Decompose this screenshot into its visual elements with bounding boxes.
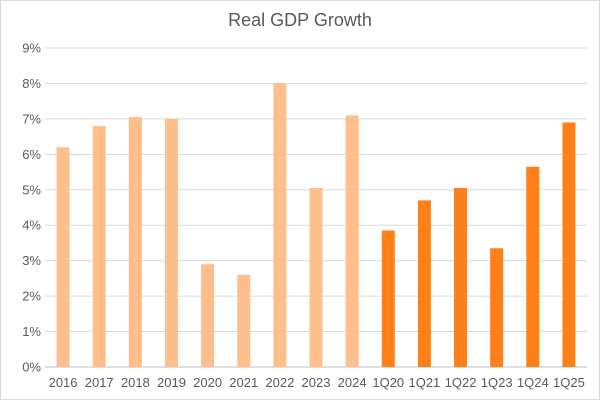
y-tick-label: 9%	[22, 41, 41, 56]
y-tick-label: 0%	[22, 360, 41, 375]
x-tick-label: 2021	[229, 375, 258, 390]
x-tick-label: 2024	[338, 375, 367, 390]
bar-2022	[273, 83, 287, 367]
bar-1q23	[490, 248, 504, 367]
bar-2020	[201, 264, 215, 367]
x-tick-label: 2022	[265, 375, 294, 390]
bar-2024	[345, 115, 359, 367]
x-tick-label: 1Q25	[553, 375, 585, 390]
y-tick-label: 5%	[22, 182, 41, 197]
bar-2018	[128, 117, 142, 367]
y-tick-label: 7%	[22, 111, 41, 126]
x-tick-label: 1Q21	[408, 375, 440, 390]
y-tick-label: 2%	[22, 289, 41, 304]
chart-title: Real GDP Growth	[228, 10, 372, 30]
y-axis-ticks: 0% 1% 2% 3% 4% 5% 6% 7% 8% 9%	[22, 41, 41, 375]
bar-1q24	[526, 166, 540, 367]
y-tick-label: 3%	[22, 253, 41, 268]
x-tick-label: 2016	[49, 375, 78, 390]
bar-2021	[237, 274, 251, 367]
x-tick-label: 2019	[157, 375, 186, 390]
bar-2017	[92, 125, 106, 367]
y-tick-label: 1%	[22, 324, 41, 339]
bar-1q25	[562, 122, 576, 367]
bars	[56, 83, 576, 367]
x-tick-label: 1Q20	[372, 375, 404, 390]
x-tick-label: 2020	[193, 375, 222, 390]
x-tick-label: 2023	[302, 375, 331, 390]
x-tick-label: 1Q22	[445, 375, 477, 390]
x-tick-label: 1Q23	[481, 375, 513, 390]
bar-1q22	[454, 188, 468, 367]
bar-2023	[309, 188, 323, 367]
x-tick-label: 1Q24	[517, 375, 549, 390]
y-tick-label: 8%	[22, 76, 41, 91]
y-tick-label: 4%	[22, 218, 41, 233]
bar-1q20	[381, 230, 395, 367]
bar-2016	[56, 147, 70, 367]
x-axis-ticks: 2016 2017 2018 2019 2020 2021 2022 2023 2024 1Q20…	[49, 375, 585, 390]
y-tick-label: 6%	[22, 147, 41, 162]
x-tick-label: 2017	[85, 375, 114, 390]
x-tick-label: 2018	[121, 375, 150, 390]
bar-1q21	[417, 200, 431, 367]
bar-2019	[164, 118, 178, 367]
